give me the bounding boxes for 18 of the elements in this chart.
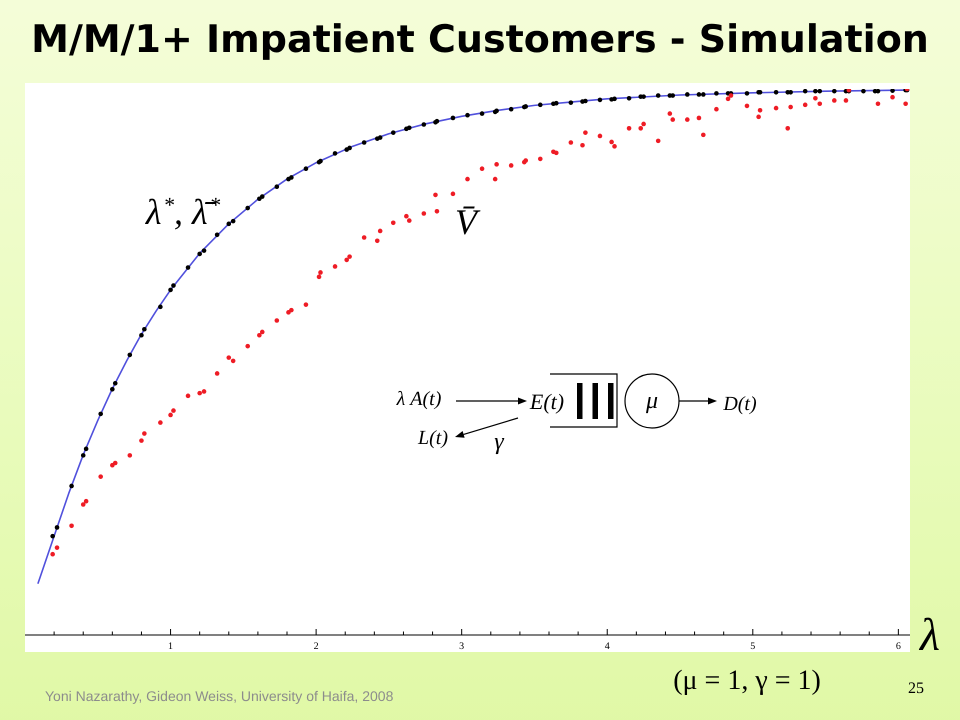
x-tick-label: 4	[604, 641, 610, 652]
annotation: μ	[644, 388, 658, 414]
text: (μ = 1, γ = 1)	[673, 665, 821, 696]
x-tick-label: 6	[896, 641, 901, 652]
annotation: L(t)	[417, 427, 448, 449]
x-axis-title: λ	[918, 609, 940, 660]
text: Yoni Nazarathy, Gideon Weiss, University of Haifa, 2008	[45, 688, 394, 704]
text: 25	[908, 680, 924, 697]
annotation: V̄	[455, 202, 481, 242]
annotation: γ	[494, 429, 504, 455]
annotation: D(t)	[722, 393, 757, 415]
x-tick-label: 5	[750, 641, 756, 652]
x-tick-label: 2	[314, 641, 319, 652]
annotation: λ A(t)	[396, 388, 442, 410]
annotation: E(t)	[528, 389, 564, 414]
chart-title: M/M/1+ Impatient Customers - Simulation	[31, 17, 929, 61]
x-tick-label: 1	[168, 641, 174, 652]
x-tick-label: 3	[459, 641, 464, 652]
